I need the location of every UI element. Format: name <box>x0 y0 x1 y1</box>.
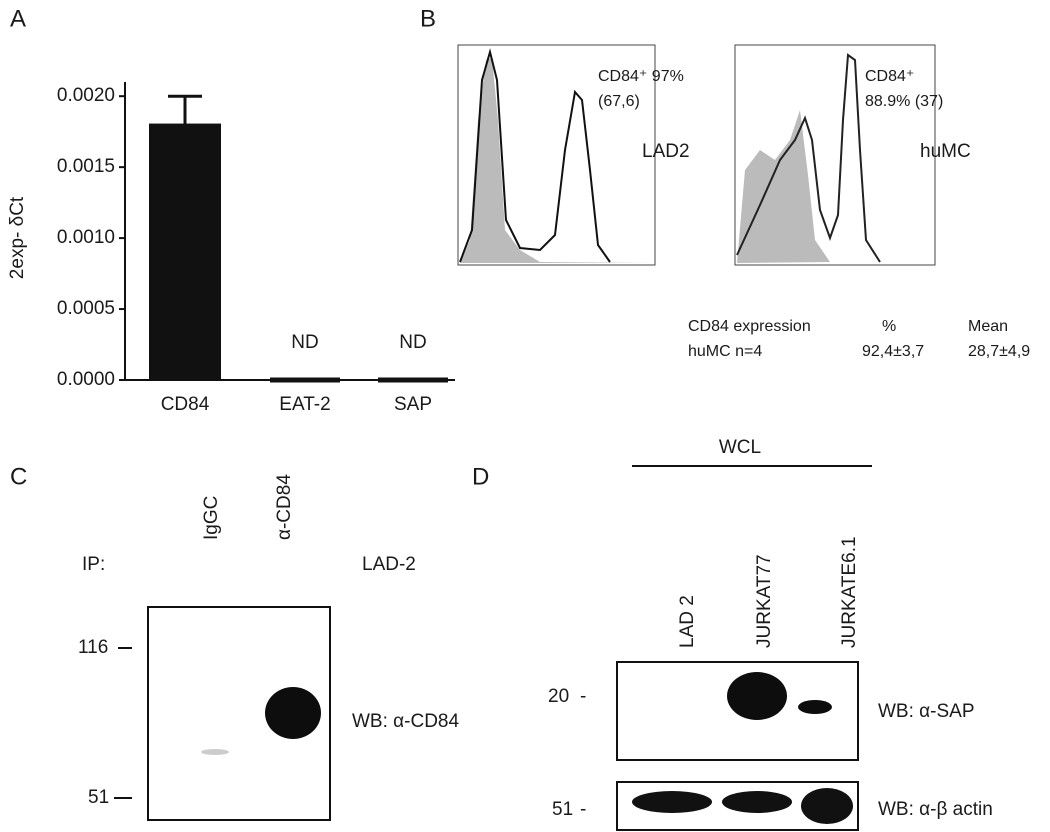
error-bar <box>168 94 202 125</box>
bar <box>149 123 221 381</box>
value-label: ND <box>399 332 426 353</box>
marker-label: 116 <box>78 637 108 658</box>
panel-label: A <box>10 5 26 32</box>
cell-label: huMC <box>920 141 971 162</box>
lane-label: IgGC <box>201 496 222 540</box>
band <box>265 687 321 739</box>
panel-label: C <box>10 463 27 490</box>
wb-label: WB: α-β actin <box>878 799 993 820</box>
table-cell: 28,7±4,9 <box>968 343 1030 360</box>
group-label: WCL <box>719 437 761 458</box>
band <box>632 791 712 813</box>
x-tick-label: SAP <box>394 394 432 415</box>
table-header: % <box>882 318 896 335</box>
y-tick-label: 0.0015 <box>57 156 115 177</box>
y-axis-label: 2exp- δCt <box>7 196 28 279</box>
marker-label: 20 <box>548 686 569 707</box>
marker-dash: - <box>580 686 586 707</box>
lane-label: LAD 2 <box>677 595 698 648</box>
band <box>801 788 853 824</box>
y-tick-label: 0.0020 <box>57 85 115 106</box>
histogram: CD84⁺ 97% (67,6) LAD2 <box>457 44 690 266</box>
table-header: CD84 expression <box>688 318 811 335</box>
y-tick-label: 0.0005 <box>57 298 115 319</box>
marker-label: 51 <box>552 799 573 820</box>
bar-chart: 0.0000 0.0005 0.0010 0.0015 0.0020 CD84 EAT-2 N… <box>57 85 448 415</box>
value-label: ND <box>291 332 318 353</box>
wb-label: WB: α-CD84 <box>352 711 459 732</box>
annotation: 88.9% (37) <box>865 93 943 110</box>
band <box>798 700 832 714</box>
table-header: Mean <box>968 318 1008 335</box>
table-cell: 92,4±3,7 <box>862 343 924 360</box>
lane-label: JURKATE6.1 <box>839 536 860 648</box>
band <box>727 672 787 720</box>
panel-label: D <box>472 463 489 490</box>
x-tick-label: EAT-2 <box>279 394 330 415</box>
summary-table: CD84 expression % Mean huMC n=4 92,4±3,7… <box>688 318 1030 360</box>
table-cell: huMC n=4 <box>688 343 762 360</box>
x-tick-label: CD84 <box>161 394 210 415</box>
lane-label: JURKAT77 <box>754 554 775 648</box>
lane-label: α-CD84 <box>274 474 295 540</box>
wb-label: WB: α-SAP <box>878 701 975 722</box>
marker-label: 51 <box>88 787 109 808</box>
panel-label: B <box>420 5 436 32</box>
cell-label: LAD-2 <box>362 554 416 575</box>
annotation: CD84⁺ 97% <box>598 68 684 85</box>
annotation: CD84⁺ <box>865 68 914 85</box>
y-tick-label: 0.0010 <box>57 227 115 248</box>
histogram: CD84⁺ 88.9% (37) huMC <box>734 44 971 266</box>
marker-dash: - <box>580 799 586 820</box>
cell-label: LAD2 <box>642 141 690 162</box>
annotation: (67,6) <box>598 93 640 110</box>
ip-label: IP: <box>82 554 105 575</box>
band <box>201 749 229 755</box>
y-tick-label: 0.0000 <box>57 369 115 390</box>
band <box>722 791 792 813</box>
